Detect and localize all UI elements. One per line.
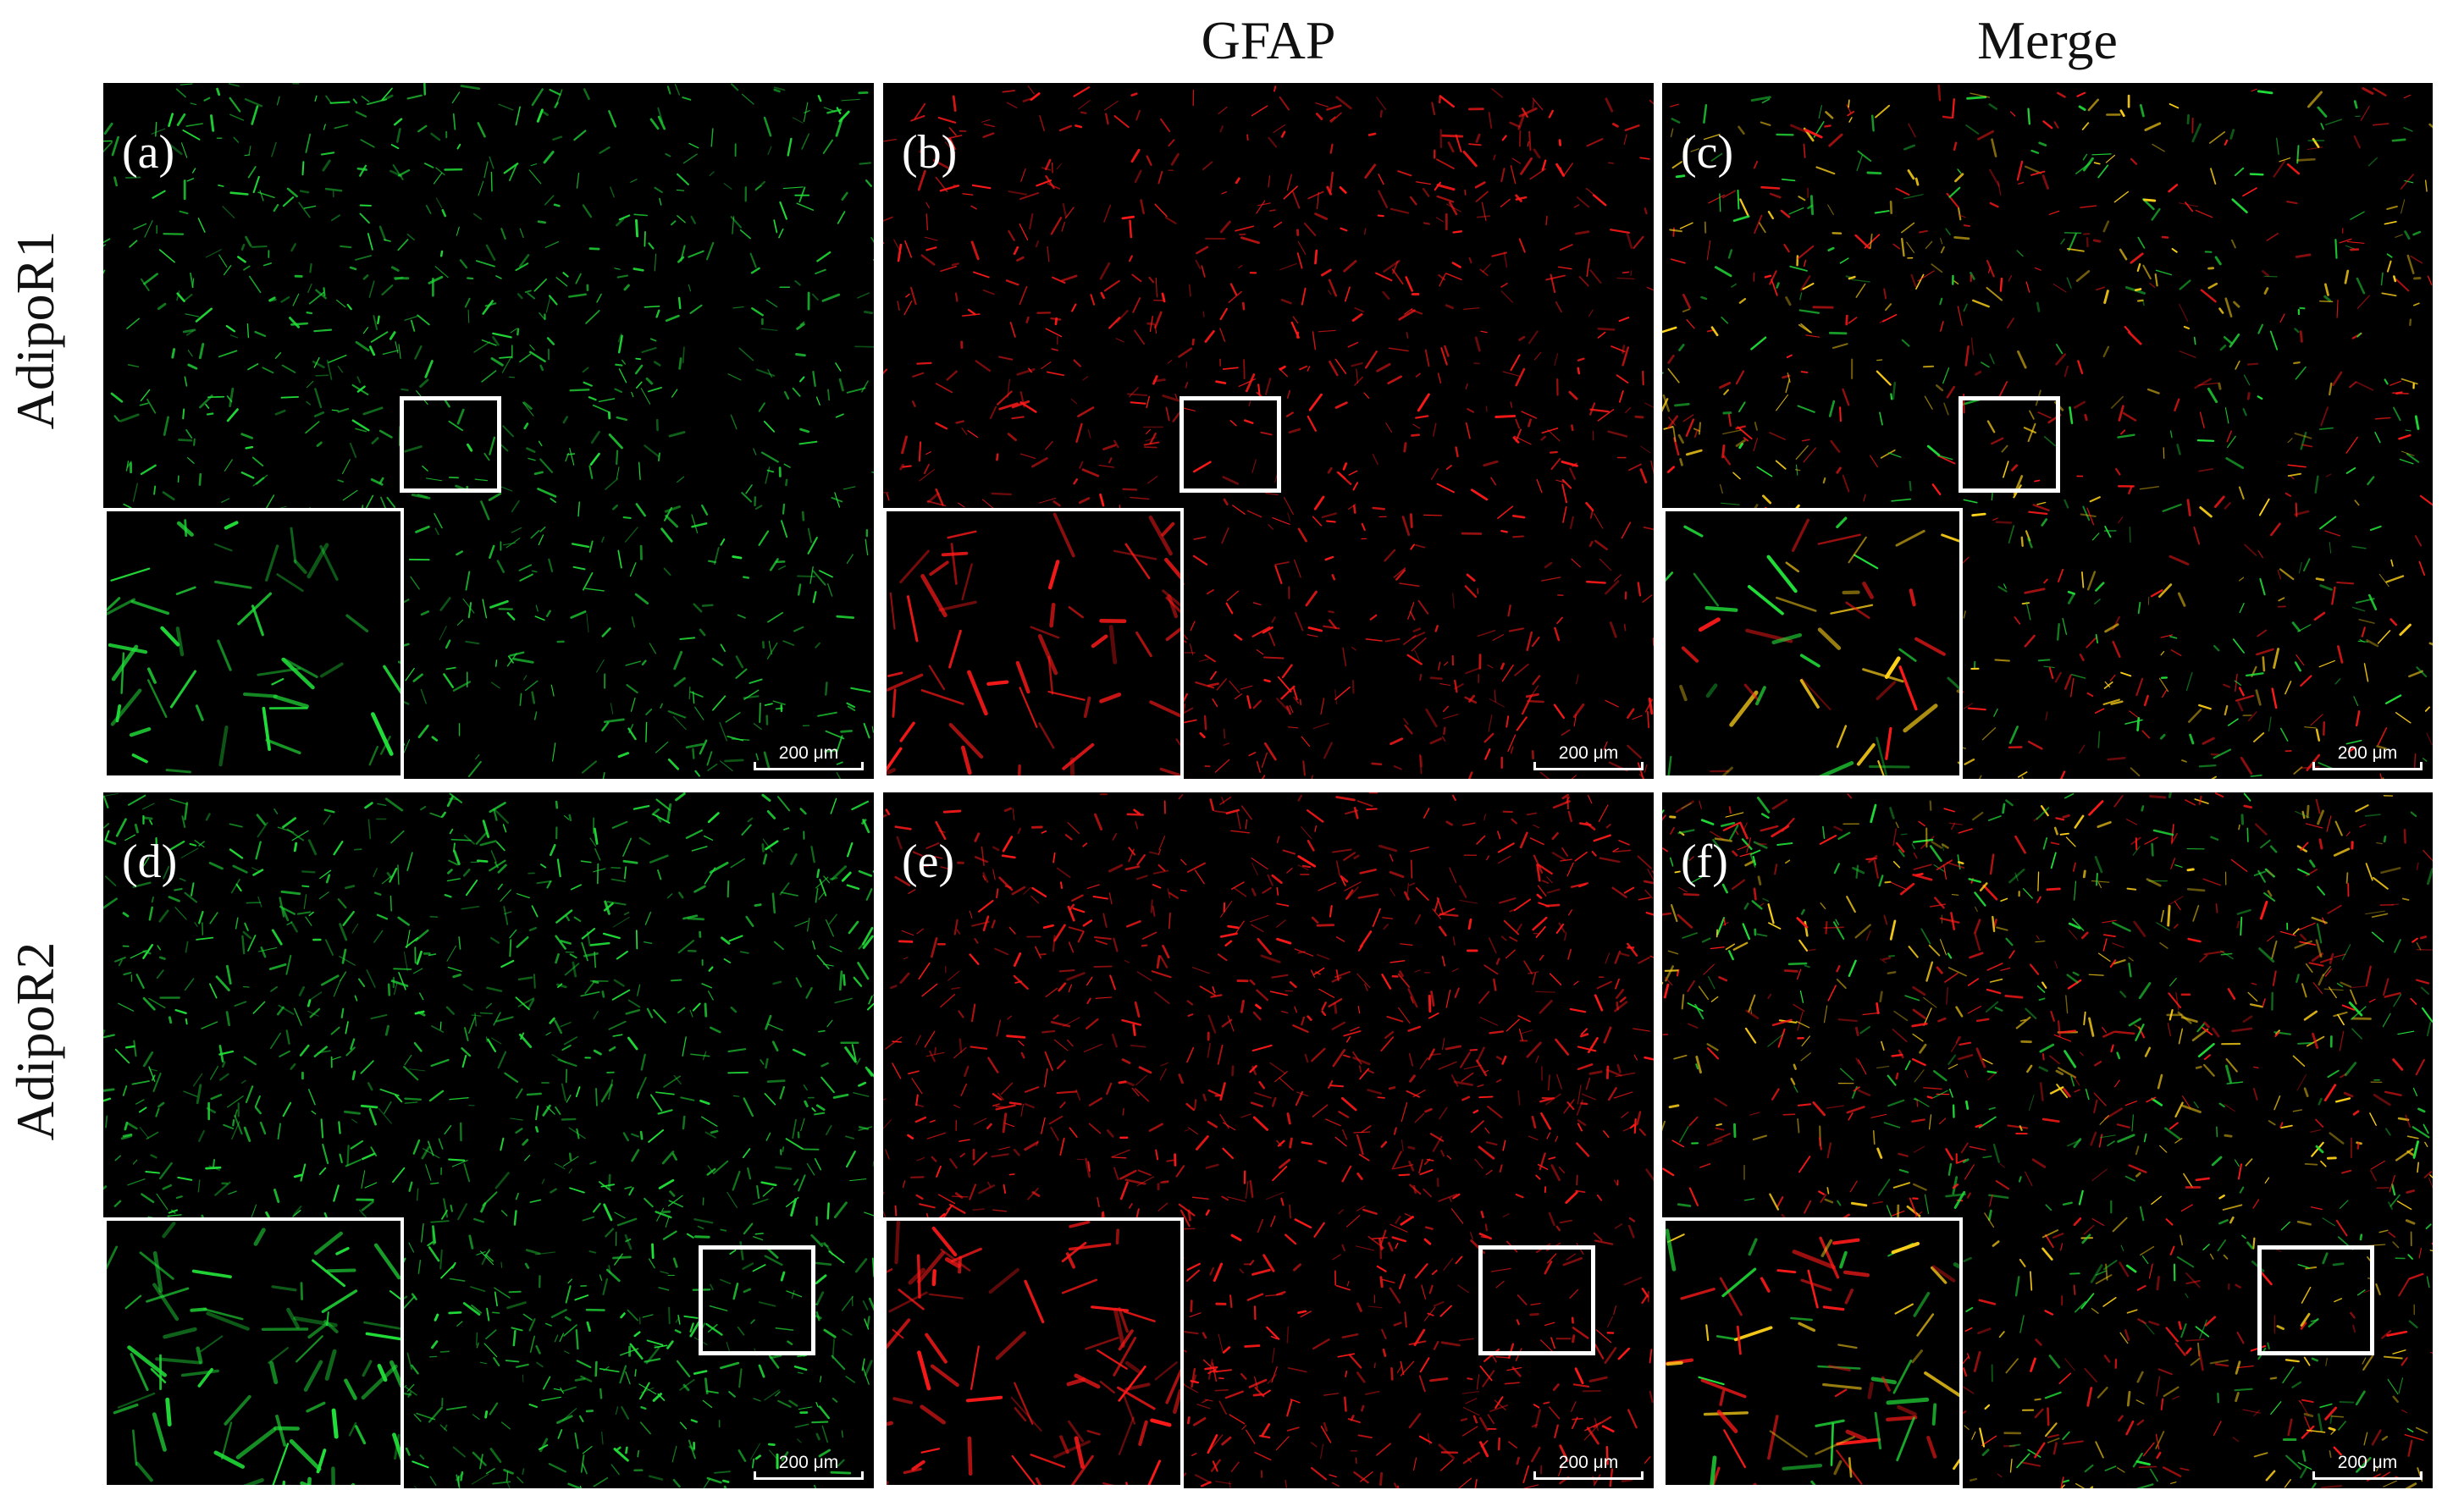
panel-d: (d) 200 μm xyxy=(103,792,874,1488)
panel-label: (f) xyxy=(1681,836,1728,888)
inset-zoom xyxy=(883,508,1184,779)
inset-texture xyxy=(887,1221,1180,1485)
scale-bar-label: 200 μm xyxy=(778,743,839,763)
row-title-adipor1: AdipoR1 xyxy=(5,230,65,430)
scale-bar-label: 200 μm xyxy=(1558,1453,1619,1472)
inset-texture xyxy=(107,1221,401,1485)
scale-bar-label: 200 μm xyxy=(2337,1453,2398,1472)
panel-label: (d) xyxy=(122,836,178,888)
column-title-gfap: GFAP xyxy=(1201,10,1336,70)
roi-box xyxy=(699,1245,815,1355)
micrograph-texture xyxy=(1662,792,2433,1488)
scale-bar: 200 μm xyxy=(2312,1453,2423,1480)
roi-box xyxy=(1478,1245,1595,1355)
roi-box xyxy=(2257,1245,2374,1355)
panel-b: (b) 200 μm xyxy=(883,83,1654,779)
micrograph-texture xyxy=(1662,84,2433,779)
inset-texture xyxy=(1666,516,1959,775)
inset-zoom xyxy=(1662,1217,1963,1488)
panel-label: (a) xyxy=(122,126,175,179)
row-title-adipor2: AdipoR2 xyxy=(5,941,65,1141)
scale-bar: 200 μm xyxy=(1533,743,1644,770)
panel-c: (c) 200 μm xyxy=(1662,83,2433,779)
scale-bar-label: 200 μm xyxy=(2337,743,2398,763)
inset-texture xyxy=(1666,1228,1959,1485)
panel-a: (a) 200 μm xyxy=(103,83,874,779)
scale-bar-label: 200 μm xyxy=(1558,743,1619,763)
panel-label: (c) xyxy=(1681,126,1734,179)
micrograph-texture xyxy=(883,792,1654,1488)
panel-f: (f) 200 μm xyxy=(1662,792,2433,1488)
inset-zoom xyxy=(103,508,404,779)
scale-bar: 200 μm xyxy=(754,743,864,770)
inset-zoom xyxy=(103,1217,404,1488)
panel-label: (b) xyxy=(902,126,958,179)
roi-box xyxy=(1180,396,1281,493)
scale-bar: 200 μm xyxy=(754,1453,864,1480)
panel-label: (e) xyxy=(902,836,955,888)
scale-bar: 200 μm xyxy=(1533,1453,1644,1480)
panel-e: (e) 200 μm xyxy=(883,792,1654,1488)
scale-bar-label: 200 μm xyxy=(778,1453,839,1472)
roi-box xyxy=(1959,396,2060,493)
inset-zoom xyxy=(883,1217,1184,1488)
inset-zoom xyxy=(1662,508,1963,779)
scale-bar: 200 μm xyxy=(2312,743,2423,770)
column-title-merge: Merge xyxy=(1977,10,2118,70)
inset-texture xyxy=(107,519,401,775)
column-title-adipor xyxy=(103,7,874,74)
inset-texture xyxy=(887,512,1180,775)
roi-box xyxy=(400,396,501,493)
